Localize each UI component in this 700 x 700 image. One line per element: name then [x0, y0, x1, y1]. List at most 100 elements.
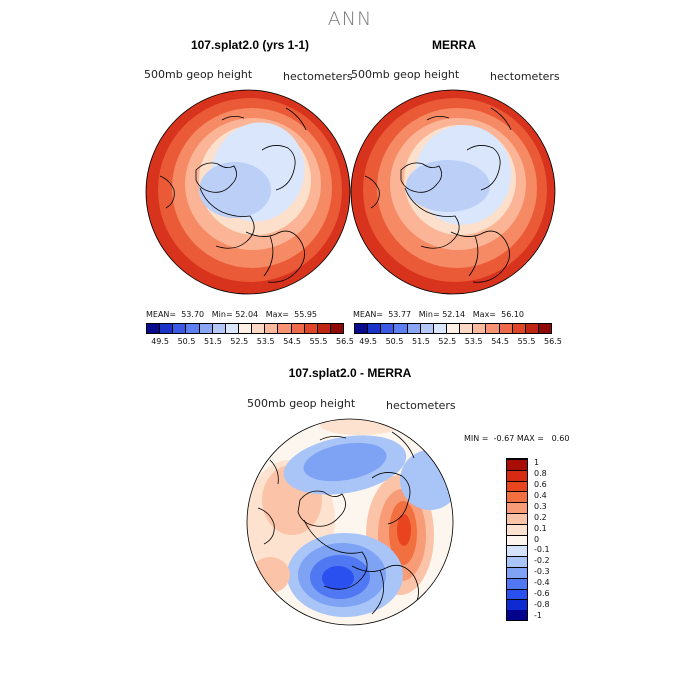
panel-1-colorbar-tick-label: 56.5: [336, 337, 354, 346]
panel-1-max-label: Max=: [265, 310, 290, 319]
diff-colorbar-tick-label: -0.6: [534, 588, 550, 598]
map-3-difference-field: [247, 419, 453, 625]
panel-2-min-label: Min=: [418, 310, 440, 319]
diff-colorbar-swatch: [507, 577, 527, 589]
panel-2-colorbar-swatch: [486, 324, 500, 333]
panel-2-colorbar-swatch: [538, 324, 552, 333]
diff-colorbar-swatch: [507, 502, 527, 514]
panel-2-colorbar-swatch: [499, 324, 513, 333]
panel-2-colorbar-swatch: [420, 324, 434, 333]
diff-colorbar-tick-label: 0: [534, 534, 540, 544]
diff-min-value: -0.67: [493, 434, 515, 443]
panel-2-title: MERRA: [432, 38, 476, 52]
panel-2-colorbar-swatch: [433, 324, 447, 333]
panel-1-colorbar-swatch: [304, 324, 318, 333]
panel-1-stats: MEAN= 53.70 Min= 52.04 Max= 55.95: [146, 310, 317, 319]
diff-colorbar-tick-label: -0.2: [534, 556, 550, 566]
panel-1-colorbar-tick-label: 49.5: [151, 337, 169, 346]
map-1-height-field: [146, 90, 350, 294]
map-2-coastlines: [364, 107, 512, 283]
panel-2-colorbar-swatch: [368, 324, 382, 333]
panel-2-colorbar: [354, 323, 552, 334]
panel-2-colorbar-swatch: [407, 324, 421, 333]
panel-1-mean-label: MEAN=: [146, 310, 177, 319]
panel-2-colorbar-tick-label: 52.5: [438, 337, 457, 346]
diff-colorbar-swatch: [507, 480, 527, 492]
panel-1-colorbar-labels: 49.5 50.5 51.5 52.5 53.5 54.5 55.5 56.5: [146, 337, 354, 347]
map-2-height-field: [351, 90, 555, 294]
panel-1-colorbar-tick-label: 51.5: [204, 337, 222, 346]
diff-colorbar: [506, 458, 528, 621]
diff-colorbar-swatch: [507, 567, 527, 578]
panel-2-colorbar-swatch: [525, 324, 539, 333]
diff-colorbar-swatch: [507, 610, 527, 620]
diff-colorbar-swatch: [507, 523, 527, 535]
panel-1-units-label: hectometers: [283, 70, 353, 83]
diff-colorbar-tick-label: 0.1: [534, 523, 547, 533]
panel-1-colorbar-swatch: [278, 324, 292, 333]
diff-colorbar-swatch: [507, 534, 527, 546]
diff-colorbar-tick-label: 1: [534, 458, 540, 468]
panel-1-colorbar-tick-label: 55.5: [309, 337, 328, 346]
panel-2-colorbar-swatch: [381, 324, 395, 333]
panel-1-colorbar-tick-label: 52.5: [230, 337, 249, 346]
panel-2-stats: MEAN= 53.77 Min= 52.14 Max= 56.10: [353, 310, 524, 319]
panel-2-colorbar-tick-label: 50.5: [385, 337, 404, 346]
panel-1-title: 107.splat2.0 (yrs 1-1): [190, 38, 310, 52]
panel-1-colorbar-swatch: [317, 324, 331, 333]
panel-1-colorbar-swatch: [212, 324, 226, 333]
panel-1-colorbar-tick-label: 54.5: [283, 337, 301, 346]
panel-1-colorbar-swatch: [265, 324, 279, 333]
panel-2-colorbar-tick-label: 56.5: [544, 337, 562, 346]
diff-colorbar-swatch: [507, 556, 527, 568]
diff-panel-title: 107.splat2.0 - MERRA: [288, 366, 412, 380]
diff-colorbar-tick-label: -0.4: [534, 577, 550, 587]
panel-1-colorbar-swatch: [238, 324, 253, 333]
panel-2-min-value: 52.14: [442, 310, 466, 319]
diff-colorbar-swatch: [507, 469, 527, 481]
panel-1-colorbar-swatch: [186, 324, 200, 333]
panel-2-colorbar-swatch: [394, 324, 408, 333]
diff-colorbar-tick-label: -1: [534, 610, 542, 620]
diff-panel-units-label: hectometers: [386, 399, 456, 412]
panel-1-colorbar-swatch: [160, 324, 174, 333]
panel-2-units-label: hectometers: [490, 70, 560, 83]
diff-colorbar-swatch: [507, 588, 527, 600]
diff-colorbar-swatch: [507, 599, 527, 611]
diff-min-label: MIN =: [464, 434, 489, 443]
panel-1-colorbar-tick-label: 53.5: [256, 337, 275, 346]
panel-2-colorbar-tick-label: 55.5: [517, 337, 536, 346]
panel-1-colorbar-swatch: [173, 324, 187, 333]
map-3-coastlines: [257, 431, 419, 615]
panel-2-colorbar-swatch: [355, 324, 369, 333]
panel-2-colorbar-tick-label: 53.5: [464, 337, 483, 346]
panel-2-max-label: Max=: [472, 310, 497, 319]
panel-2-colorbar-swatch: [446, 324, 461, 333]
panel-1-colorbar-tick-label: 50.5: [177, 337, 196, 346]
panel-1-colorbar: [146, 323, 344, 334]
panel-1-min-label: Min=: [211, 310, 233, 319]
panel-2-colorbar-swatch: [473, 324, 487, 333]
panel-2-colorbar-tick-label: 54.5: [491, 337, 509, 346]
diff-panel-field-label: 500mb geop height: [247, 397, 356, 410]
diff-colorbar-tick-label: 0.3: [534, 501, 547, 511]
panel-1-min-value: 52.04: [235, 310, 259, 319]
panel-1-colorbar-swatch: [291, 324, 305, 333]
diff-colorbar-swatch: [507, 459, 527, 470]
panel-1-mean-value: 53.70: [181, 310, 205, 319]
panel-2-mean-value: 53.77: [388, 310, 412, 319]
panel-1-max-value: 55.95: [294, 310, 318, 319]
main-title: ANN: [327, 8, 373, 30]
diff-colorbar-labels: -1 -0.8 -0.6 -0.4 -0.3 -0.2 -0.1 0 0.1 0.2 0.3 0.4 0…: [534, 458, 574, 621]
diff-colorbar-swatch: [507, 545, 527, 557]
panel-1-colorbar-swatch: [199, 324, 213, 333]
diff-max-label: MAX =: [516, 434, 544, 443]
diff-colorbar-tick-label: 0.8: [534, 469, 547, 479]
diff-colorbar-tick-label: 0.4: [534, 491, 547, 501]
panel-2-field-label: 500mb geop height: [351, 68, 460, 81]
diff-colorbar-swatch: [507, 491, 527, 503]
diff-colorbar-swatch: [507, 513, 527, 524]
panel-1-colorbar-swatch: [225, 324, 239, 333]
diff-colorbar-tick-label: -0.1: [534, 545, 550, 555]
